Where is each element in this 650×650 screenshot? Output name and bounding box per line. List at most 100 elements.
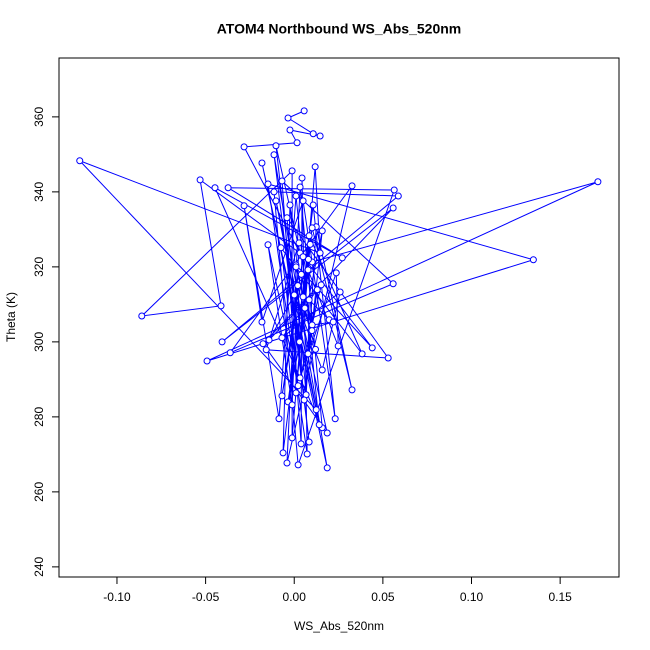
data-point xyxy=(240,202,248,210)
data-point xyxy=(304,350,312,358)
data-point xyxy=(389,280,397,288)
data-point xyxy=(304,255,312,263)
data-point xyxy=(270,188,278,196)
data-point xyxy=(301,304,309,312)
data-point xyxy=(318,366,326,374)
data-point xyxy=(384,354,392,362)
data-point xyxy=(308,327,316,335)
data-point xyxy=(294,382,302,390)
data-point xyxy=(313,286,321,294)
data-point xyxy=(323,464,331,472)
data-point xyxy=(286,126,294,134)
data-point xyxy=(309,130,317,138)
data-point xyxy=(258,159,266,167)
y-tick-label: 260 xyxy=(32,482,46,502)
data-point xyxy=(211,184,219,192)
data-point xyxy=(529,256,537,264)
data-point xyxy=(312,345,320,353)
data-point xyxy=(292,389,300,397)
data-point xyxy=(311,163,319,171)
data-point xyxy=(240,143,248,151)
data-point xyxy=(312,406,320,414)
data-point xyxy=(275,415,283,423)
y-tick-label: 240 xyxy=(32,557,46,577)
data-point xyxy=(283,214,291,222)
data-point xyxy=(196,176,204,184)
data-point xyxy=(338,254,346,262)
data-point xyxy=(278,177,286,185)
data-point xyxy=(297,440,305,448)
data-point xyxy=(294,461,302,469)
data-point xyxy=(224,184,232,192)
chart-title: ATOM4 Northbound WS_Abs_520nm xyxy=(217,21,462,37)
data-point xyxy=(296,338,304,346)
x-axis-label: WS_Abs_520nm xyxy=(294,619,384,633)
data-point xyxy=(258,318,266,326)
data-point xyxy=(264,180,272,188)
x-tick-label: 0.05 xyxy=(371,590,395,604)
data-point xyxy=(278,334,286,342)
data-point xyxy=(218,338,226,346)
data-point xyxy=(299,293,307,301)
data-point xyxy=(300,107,308,115)
data-point xyxy=(394,192,402,200)
data-point xyxy=(332,269,340,277)
data-point xyxy=(288,401,296,409)
x-tick-label: -0.10 xyxy=(103,590,131,604)
data-point xyxy=(336,288,344,296)
data-point xyxy=(304,266,312,274)
data-point xyxy=(316,132,324,140)
data-point xyxy=(389,204,397,212)
data-point xyxy=(284,114,292,122)
data-point xyxy=(315,421,323,429)
data-point xyxy=(296,183,304,191)
data-point xyxy=(306,240,314,248)
data-point xyxy=(348,386,356,394)
data-point xyxy=(309,201,317,209)
data-point xyxy=(296,374,304,382)
data-point xyxy=(334,342,342,350)
data-point xyxy=(316,249,324,257)
data-point xyxy=(305,296,313,304)
data-point xyxy=(317,281,325,289)
data-point xyxy=(286,201,294,209)
x-tick-label: 0.10 xyxy=(460,590,484,604)
data-point xyxy=(264,241,272,249)
data-point xyxy=(305,438,313,446)
data-point xyxy=(277,244,285,252)
data-point xyxy=(323,429,331,437)
data-point xyxy=(299,253,307,261)
data-point xyxy=(292,263,300,271)
y-tick-label: 280 xyxy=(32,407,46,427)
data-point xyxy=(272,142,280,150)
y-tick-label: 340 xyxy=(32,182,46,202)
data-point xyxy=(303,450,311,458)
data-point xyxy=(295,239,303,247)
data-point xyxy=(305,232,313,240)
data-point xyxy=(290,291,298,299)
data-point xyxy=(262,346,270,354)
data-point xyxy=(288,434,296,442)
data-point xyxy=(390,186,398,194)
y-tick-label: 300 xyxy=(32,332,46,352)
x-tick-label: -0.05 xyxy=(192,590,220,604)
data-point xyxy=(318,227,326,235)
data-point xyxy=(288,167,296,175)
data-point xyxy=(265,336,273,344)
data-point xyxy=(259,340,267,348)
data-point xyxy=(283,459,291,467)
data-point xyxy=(279,449,287,457)
data-point xyxy=(594,178,602,186)
data-point xyxy=(368,344,376,352)
data-point xyxy=(358,350,366,358)
data-point xyxy=(308,321,316,329)
data-point xyxy=(293,139,301,147)
data-point xyxy=(299,197,307,205)
data-point xyxy=(278,392,286,400)
data-point xyxy=(294,282,302,290)
x-tick-label: 0.00 xyxy=(283,590,307,604)
x-tick-label: 0.15 xyxy=(548,590,572,604)
data-point xyxy=(329,318,337,326)
